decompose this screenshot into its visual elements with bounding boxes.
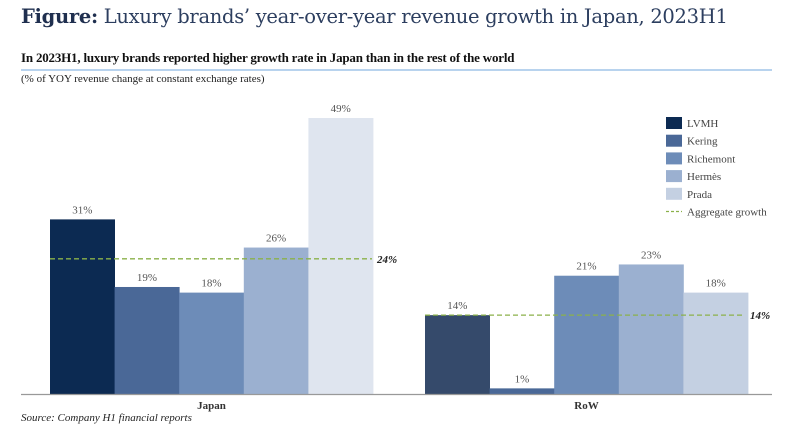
value-label-japan-kering: 19% xyxy=(137,272,157,284)
legend-swatch-kering xyxy=(666,134,682,147)
value-label-japan-lvmh: 31% xyxy=(72,204,92,216)
value-label-row-prada: 18% xyxy=(706,278,726,290)
bar-japan-richemont xyxy=(179,292,245,394)
legend-label-kering: Kering xyxy=(687,136,718,148)
figure-prefix: Figure: xyxy=(21,5,98,28)
legend-item-hermes: Hermès xyxy=(666,170,721,183)
value-label-row-lvmh: 14% xyxy=(447,300,467,312)
legend-item-lvmh: LVMH xyxy=(666,117,718,130)
legend: LVMH Kering Richemont Hermès Prada Aggregate … xyxy=(666,117,767,219)
value-label-japan-richemont: 18% xyxy=(201,278,221,290)
source-note: Source: Company H1 financial reports xyxy=(21,412,192,424)
value-label-row-hermes: 23% xyxy=(641,249,661,261)
bars-group: 31% 19% 18% 26% 49% 14% 1% 21% 23% 18% xyxy=(50,103,749,394)
legend-label-hermes: Hermès xyxy=(687,171,721,183)
legend-item-aggregate-growth: Aggregate growth xyxy=(666,207,767,219)
legend-item-richemont: Richemont xyxy=(666,152,735,165)
chart-subtitle: In 2023H1, luxury brands reported higher… xyxy=(21,50,515,65)
bar-row-richemont xyxy=(554,275,620,394)
legend-swatch-richemont xyxy=(666,152,682,165)
aggregate-label-japan: 24% xyxy=(376,254,397,266)
bar-japan-hermes xyxy=(243,247,309,394)
legend-label-aggregate-growth: Aggregate growth xyxy=(687,207,767,219)
value-label-japan-prada: 49% xyxy=(331,103,351,115)
category-label-row: RoW xyxy=(574,400,598,412)
bar-japan-lvmh xyxy=(50,219,115,394)
units-note: (% of YOY revenue change at constant exc… xyxy=(21,73,265,85)
value-label-row-kering: 1% xyxy=(515,373,530,385)
aggregate-lines-group: 24% 14% xyxy=(50,254,770,322)
bar-row-kering xyxy=(489,388,555,394)
legend-item-kering: Kering xyxy=(666,134,718,148)
category-label-japan: Japan xyxy=(197,400,226,412)
legend-label-lvmh: LVMH xyxy=(687,118,718,130)
legend-label-richemont: Richemont xyxy=(687,153,735,165)
legend-item-prada: Prada xyxy=(666,187,712,201)
value-label-row-richemont: 21% xyxy=(576,261,596,273)
aggregate-label-row: 14% xyxy=(750,310,770,322)
figure-title: Figure: Luxury brands’ year-over-year re… xyxy=(21,5,728,28)
bar-japan-kering xyxy=(114,286,180,394)
bar-row-hermes xyxy=(618,264,684,394)
bar-row-lvmh xyxy=(425,315,490,394)
legend-swatch-lvmh xyxy=(666,117,682,129)
figure-title-text: Luxury brands’ year-over-year revenue gr… xyxy=(97,5,728,28)
value-label-japan-hermes: 26% xyxy=(266,233,286,245)
bar-row-prada xyxy=(683,292,749,394)
title-divider xyxy=(21,69,772,71)
legend-label-prada: Prada xyxy=(687,189,712,201)
category-labels-group: Japan RoW xyxy=(197,400,599,412)
bar-japan-prada xyxy=(308,118,374,394)
legend-swatch-prada xyxy=(666,187,682,200)
legend-swatch-hermes xyxy=(666,170,682,183)
